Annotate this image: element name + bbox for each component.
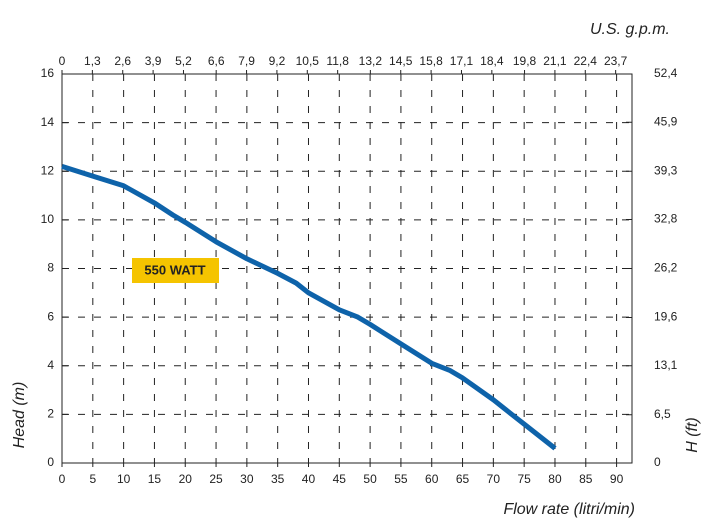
x-tick-label: 50 (363, 472, 377, 486)
annotation-box (132, 258, 219, 283)
x2-tick-label: 3,9 (145, 54, 162, 68)
x2-tick-label: 1,3 (84, 54, 101, 68)
y2-tick-label: 39,3 (654, 163, 678, 177)
y2-tick-label: 26,2 (654, 261, 678, 275)
x-tick-label: 30 (240, 472, 254, 486)
y2-tick-label: 19,6 (654, 310, 678, 324)
x2-tick-label: 18,4 (480, 54, 504, 68)
x2-tick-label: 5,2 (175, 54, 192, 68)
x-tick-label: 80 (548, 472, 562, 486)
y-tick-label: 2 (47, 407, 54, 421)
x-tick-label: 55 (394, 472, 408, 486)
x2-tick-label: 17,1 (450, 54, 474, 68)
x-tick-label: 90 (610, 472, 624, 486)
y2-tick-label: 52,4 (654, 66, 678, 80)
x2-tick-label: 11,8 (326, 54, 349, 68)
y-tick-label: 0 (47, 455, 54, 469)
x2-tick-label: 19,8 (513, 54, 537, 68)
x-tick-label: 40 (302, 472, 316, 486)
x2-tick-label: 21,1 (543, 54, 567, 68)
y-tick-label: 14 (41, 115, 55, 129)
x-tick-label: 20 (179, 472, 193, 486)
y2-tick-label: 32,8 (654, 212, 678, 226)
x-tick-label: 10 (117, 472, 131, 486)
x-tick-label: 0 (59, 472, 66, 486)
x-tick-label: 15 (148, 472, 162, 486)
y-axis-label: Head (m) (11, 382, 28, 449)
y-tick-label: 10 (41, 212, 55, 226)
x-tick-label: 85 (579, 472, 593, 486)
x-tick-label: 60 (425, 472, 439, 486)
x-tick-label: 35 (271, 472, 285, 486)
x2-tick-label: 10,5 (296, 54, 320, 68)
x-tick-label: 25 (209, 472, 223, 486)
y2-tick-label: 13,1 (654, 358, 678, 372)
y-tick-label: 8 (47, 261, 54, 275)
x2-tick-label: 14,5 (389, 54, 413, 68)
x2-tick-label: 15,8 (419, 54, 443, 68)
x2-tick-label: 13,2 (359, 54, 383, 68)
x-tick-label: 75 (517, 472, 531, 486)
x2-tick-label: 7,9 (238, 54, 255, 68)
x-tick-label: 5 (89, 472, 96, 486)
x-axis-label: Flow rate (litri/min) (503, 501, 635, 518)
y2-tick-label: 45,9 (654, 114, 678, 128)
y-tick-label: 6 (47, 309, 54, 323)
x-tick-label: 70 (487, 472, 501, 486)
y-tick-label: 12 (41, 163, 55, 177)
x2-tick-label: 22,4 (574, 54, 598, 68)
x2-tick-label: 6,6 (208, 54, 225, 68)
y2-axis-label: H (ft) (684, 417, 701, 453)
curve (61, 164, 557, 451)
y2-tick-label: 6,5 (654, 407, 671, 421)
x2-tick-label: 0 (59, 54, 66, 68)
x2-tick-label: 9,2 (269, 54, 286, 68)
x2-tick-label: 2,6 (114, 54, 131, 68)
y-tick-label: 16 (41, 66, 55, 80)
x-tick-label: 45 (333, 472, 347, 486)
y2-tick-label: 0 (654, 455, 661, 469)
x2-axis-label: U.S. g.p.m. (590, 21, 670, 38)
y-tick-label: 4 (47, 358, 54, 372)
series-label: 550 WATT (144, 262, 205, 277)
x-tick-label: 65 (456, 472, 470, 486)
x2-tick-label: 23,7 (604, 54, 628, 68)
